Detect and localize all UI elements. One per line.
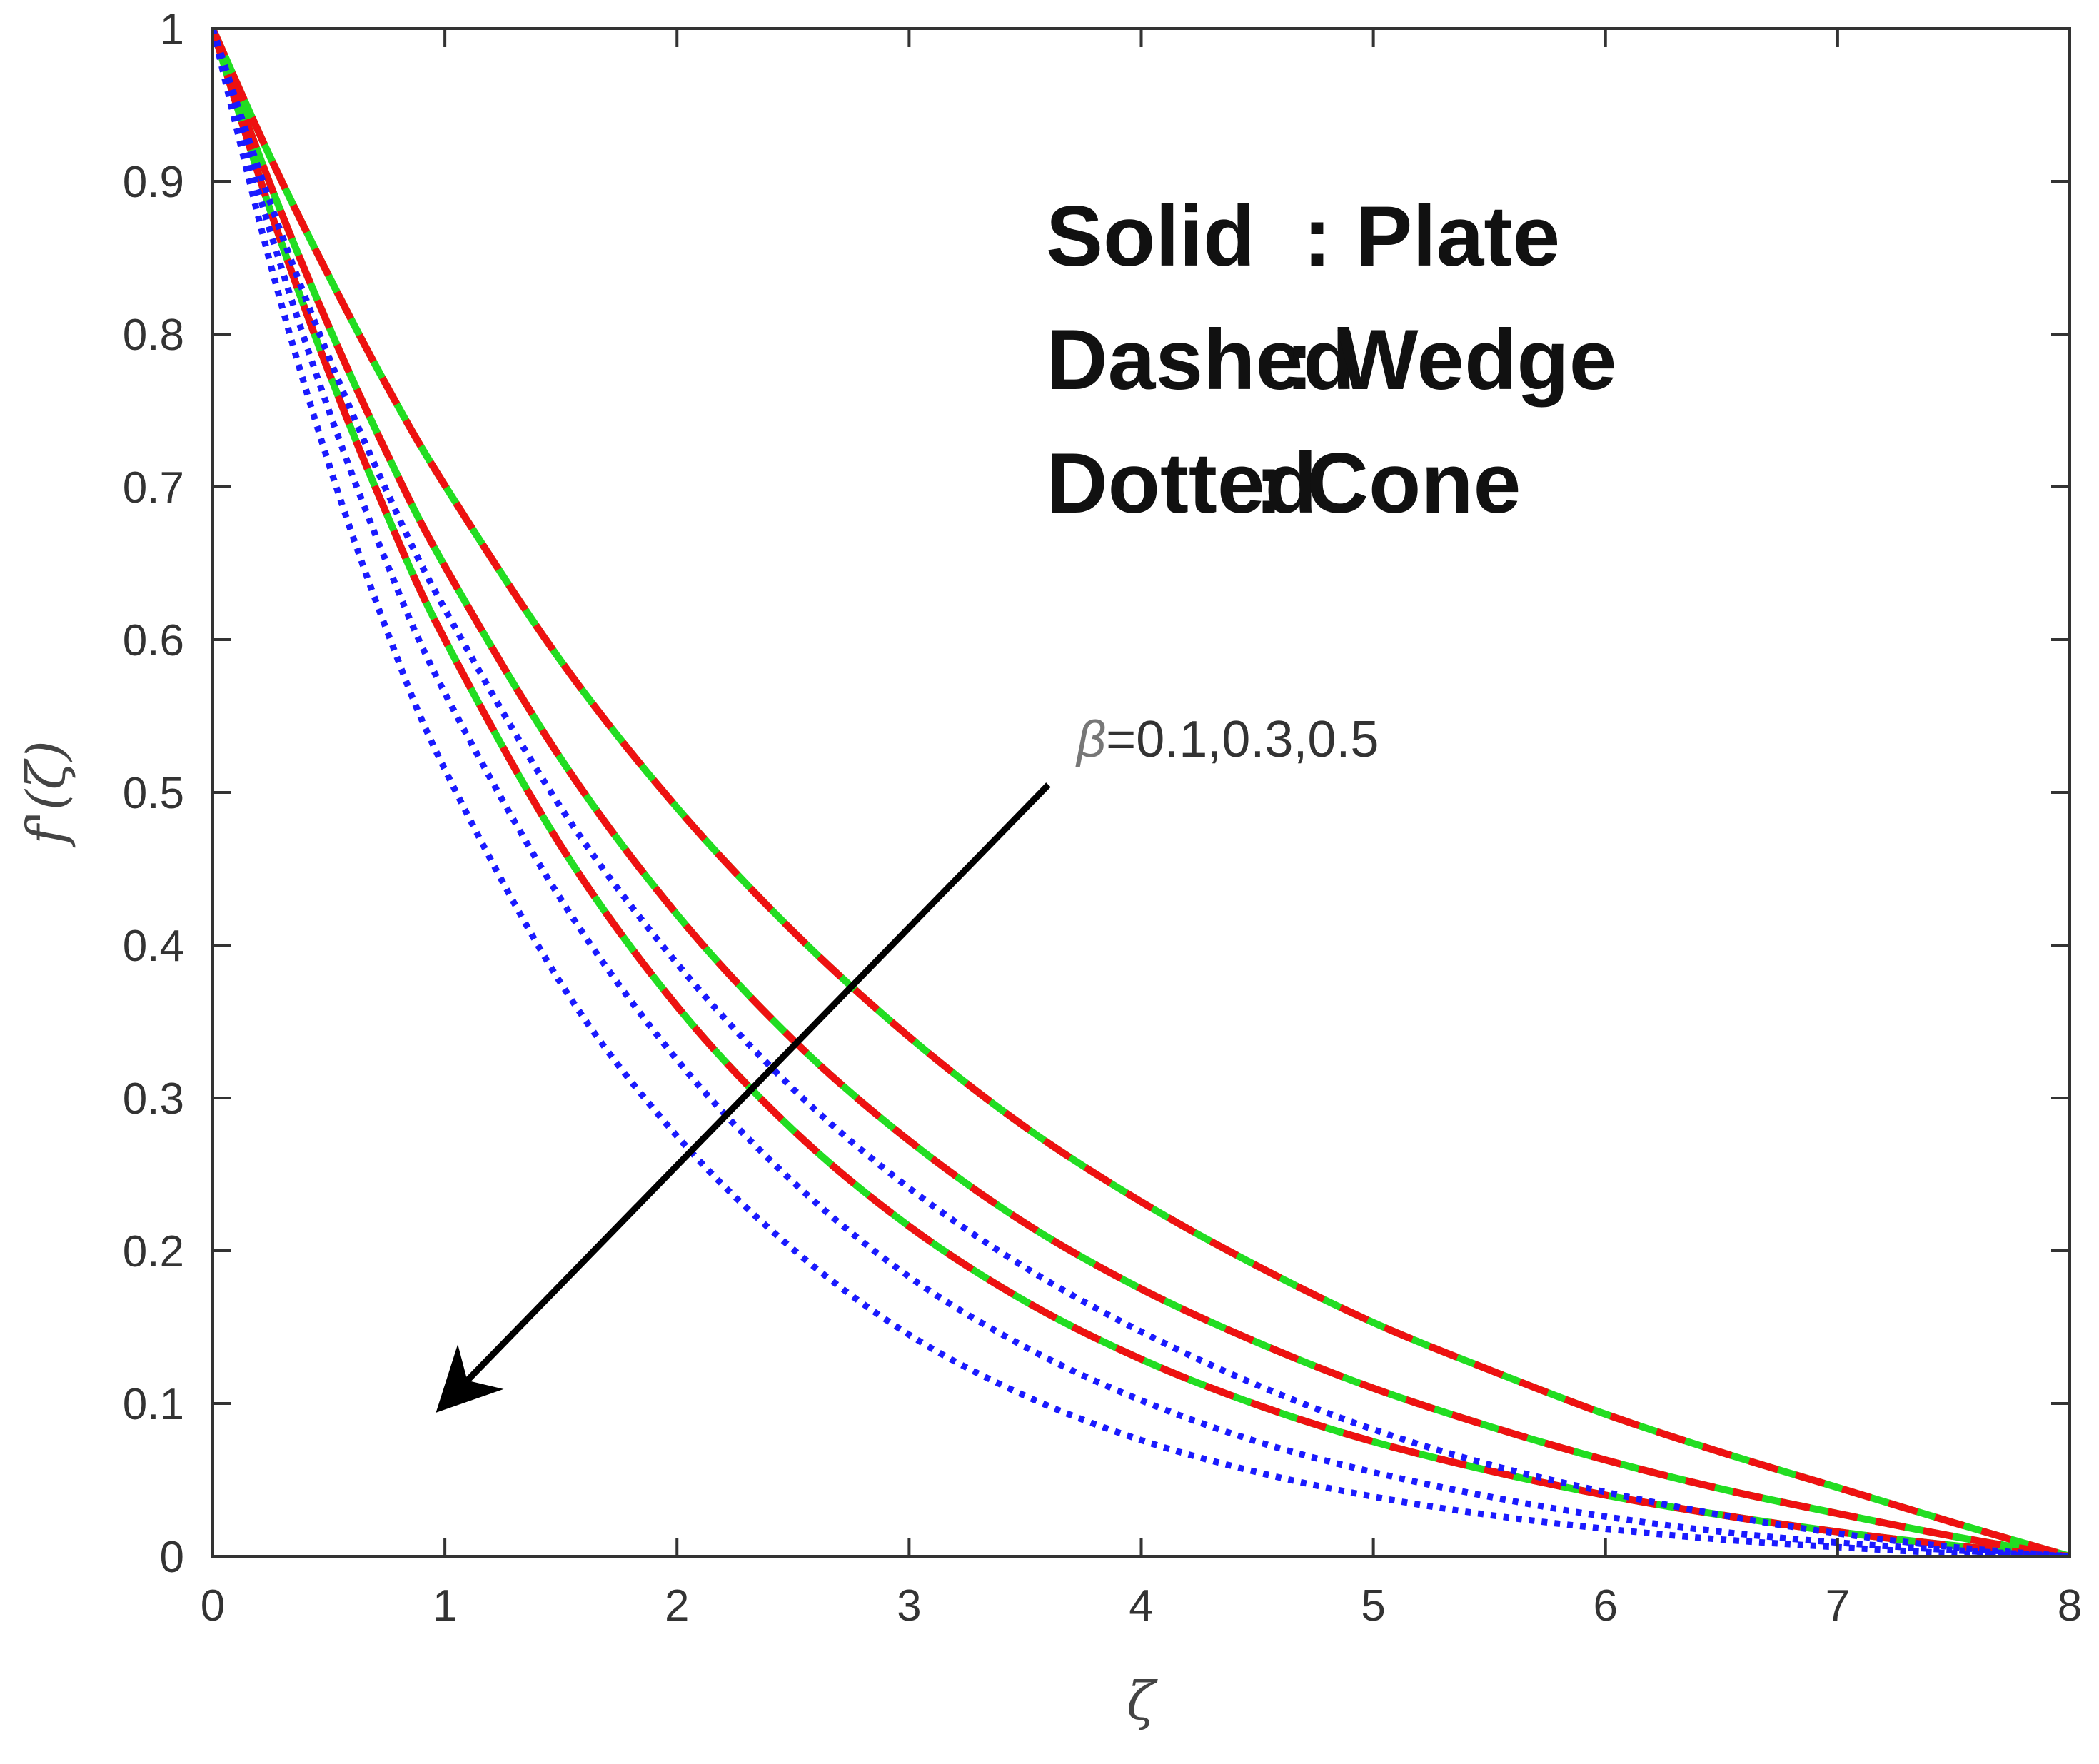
legend-solid-value: : Plate — [1303, 188, 1560, 284]
y-tick-label: 0.9 — [123, 158, 184, 207]
x-tick-label: 4 — [1129, 1581, 1153, 1631]
y-axis-label: f'(ζ) — [16, 740, 77, 848]
legend-dotted-value: : Cone — [1254, 435, 1521, 531]
legend-box: Solid : Plate Dashed : Wedge Dotted : Co… — [1046, 188, 1616, 531]
y-tick-label: 0.4 — [123, 922, 184, 971]
y-tick-label: 0.3 — [123, 1074, 184, 1124]
beta-arrow — [436, 782, 1051, 1413]
dotted-series-line-3 — [213, 29, 2070, 1556]
legend-dashed-key: Dashed — [1046, 312, 1355, 408]
dashed-series-line-2 — [213, 29, 2070, 1556]
plot-background — [213, 29, 2070, 1556]
x-tick-label: 7 — [1826, 1581, 1850, 1631]
dotted-series-line-2 — [213, 29, 2070, 1556]
legend-dashed-value: : Wedge — [1285, 312, 1616, 408]
x-tick-label: 3 — [897, 1581, 921, 1631]
x-tick-label: 6 — [1594, 1581, 1618, 1631]
x-tick-label: 2 — [665, 1581, 689, 1631]
dashed-series-line-1 — [213, 29, 2070, 1556]
y-tick-label: 0.7 — [123, 463, 184, 513]
y-tick-label: 0 — [160, 1533, 184, 1582]
y-tick-label: 0.6 — [123, 616, 184, 665]
x-tick-label: 5 — [1361, 1581, 1385, 1631]
y-tick-label: 0.2 — [123, 1227, 184, 1276]
x-tick-label: 8 — [2058, 1581, 2082, 1631]
x-axis-label: ζ — [1127, 1670, 1158, 1732]
beta-values: =0.1,0.3,0.5 — [1106, 711, 1379, 768]
dotted-series-line-1 — [213, 29, 2070, 1556]
legend-dotted-key: Dotted — [1046, 435, 1317, 531]
x-tick-label: 1 — [433, 1581, 457, 1631]
legend-solid-key: Solid — [1046, 188, 1255, 284]
series-layer — [213, 29, 2070, 1556]
y-tick-label: 0.8 — [123, 311, 184, 360]
y-tick-label: 0.5 — [123, 769, 184, 818]
x-tick-label: 0 — [201, 1581, 225, 1631]
beta-symbol: β — [1075, 711, 1106, 768]
y-tick-label: 0.1 — [123, 1380, 184, 1429]
y-tick-label: 1 — [160, 5, 184, 54]
beta-annotation: β=0.1,0.3,0.5 — [1075, 711, 1379, 768]
ticks-layer: 0 1 2 3 4 5 6 7 8 0 0.1 0.2 0.3 0.4 0.5 0.6 0.7 0.8 0.9 1 — [123, 5, 2082, 1631]
